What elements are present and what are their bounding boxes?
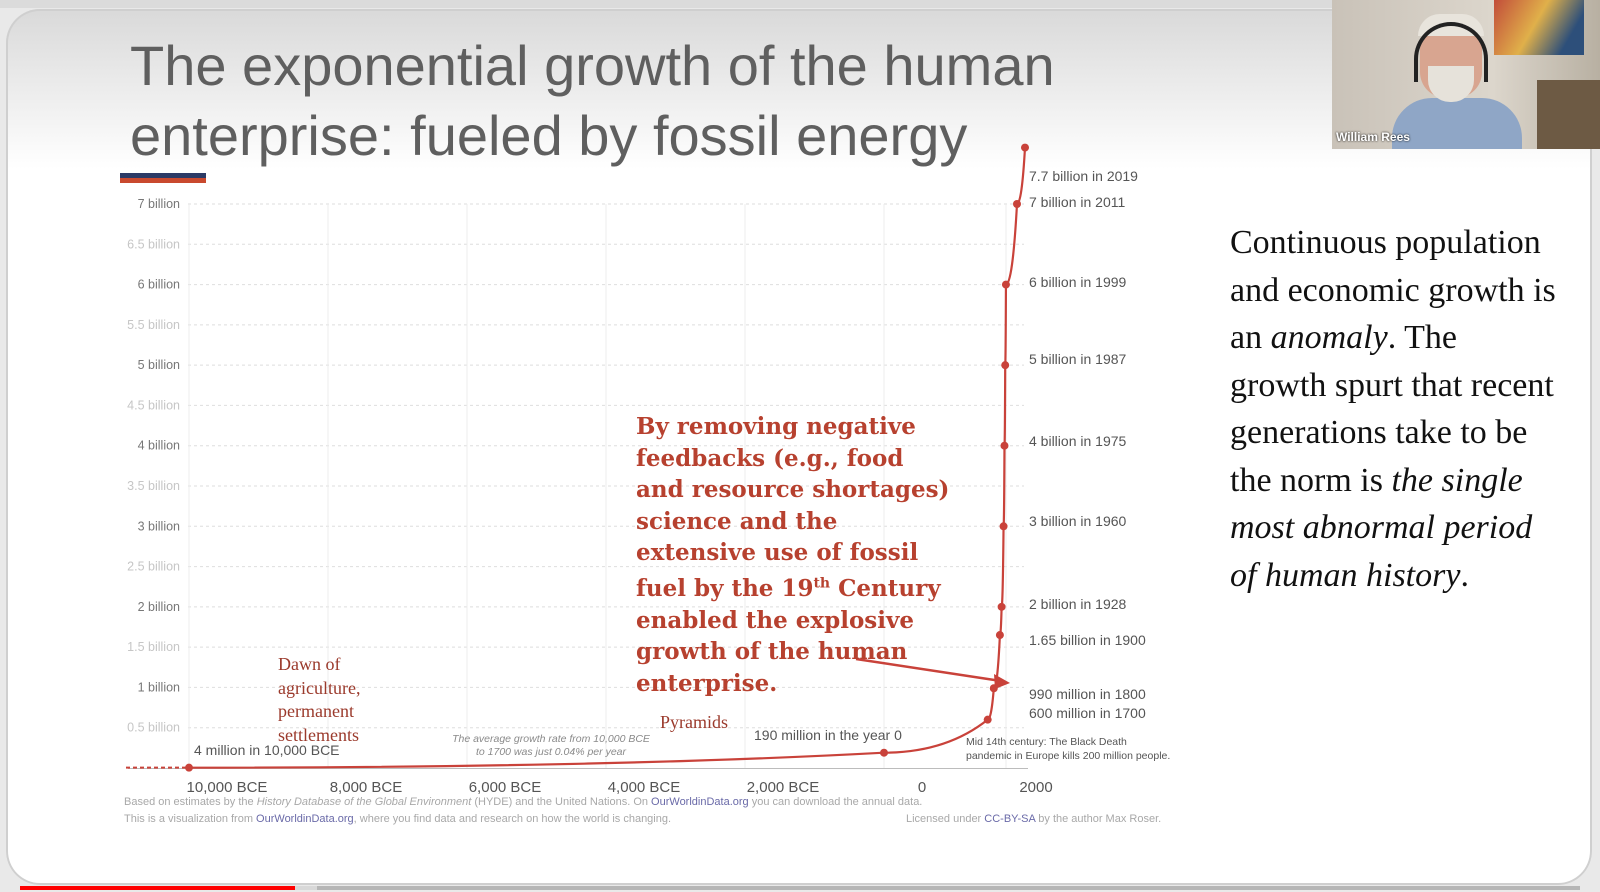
bookshelf	[1537, 80, 1600, 149]
annotation-text: By removing negative feedbacks (e.g., fo…	[636, 411, 956, 699]
y-tick-label: 2 billion	[138, 600, 180, 614]
speaker-name: William Rees	[1336, 130, 1410, 144]
footer-text: by the author Max Roser.	[1035, 813, 1162, 825]
headset-icon	[1414, 22, 1488, 82]
speaker-figure	[1392, 14, 1522, 149]
data-point	[999, 522, 1008, 531]
footer-license-line: Licensed under CC-BY-SA by the author Ma…	[906, 813, 1161, 825]
data-point	[1021, 143, 1029, 152]
data-point-label: 600 million in 1700	[1029, 705, 1146, 721]
data-point-label: 7.7 billion in 2019	[1029, 168, 1138, 184]
speaker-shirt	[1392, 98, 1522, 149]
y-tick-label: 4.5 billion	[127, 398, 180, 412]
growth-rate-note: to 1700 was just 0.04% per year	[476, 746, 627, 758]
x-tick-label: 4,000 BCE	[608, 779, 681, 796]
y-tick-label: 3.5 billion	[127, 479, 180, 493]
footer-text: This is a visualization from	[124, 813, 257, 825]
footer-visualization-line: This is a visualization from OurWorldinD…	[124, 813, 671, 825]
y-tick-label: 3 billion	[138, 519, 180, 533]
annotation-superscript: th	[813, 575, 831, 592]
side-text-part: .	[1460, 556, 1469, 594]
side-text-part: . The growth spurt that recent generatio…	[1230, 319, 1554, 499]
chart-notes: The average growth rate from 10,000 BCEt…	[452, 733, 1170, 762]
data-point	[185, 763, 193, 772]
point-labels: 4 million in 10,000 BCE 190 million in th…	[194, 168, 1146, 758]
annotation-arrow	[855, 657, 1010, 689]
population-chart: 7 billion 6.5 billion 6 billion 5.5 billion…	[126, 143, 1170, 796]
y-tick-label: 4 billion	[138, 439, 180, 453]
side-text-part: Continuous population and economic growt…	[1230, 224, 1556, 356]
chart-grid	[128, 203, 1028, 769]
data-point	[1013, 200, 1021, 208]
footer-license-link[interactable]: CC-BY-SA	[984, 813, 1036, 825]
footer-owid-link[interactable]: OurWorldinData.org	[651, 796, 749, 808]
dawn-of-agriculture-label: Dawn of agriculture, permanent settlemen…	[278, 654, 361, 745]
data-point-label: 4 million in 10,000 BCE	[194, 742, 340, 758]
title-accent-bar	[120, 173, 206, 183]
y-tick-label: 7 billion	[138, 197, 180, 211]
footer-source-line: Based on estimates by the History Databa…	[124, 796, 922, 808]
population-points	[185, 143, 1029, 772]
y-tick-label: 6 billion	[138, 278, 180, 292]
y-tick-label: 6.5 billion	[127, 237, 180, 251]
data-point-label: 3 billion in 1960	[1029, 513, 1127, 529]
side-text-italic: the single most abnormal period of human…	[1230, 461, 1533, 594]
speaker-webcam[interactable]: William Rees	[1332, 0, 1600, 149]
presentation-slide: The exponential growth of the human ente…	[6, 9, 1592, 885]
y-tick-label: 1 billion	[138, 680, 180, 694]
footer-text: , where you find data and research on ho…	[353, 813, 672, 825]
x-tick-label: 6,000 BCE	[469, 779, 542, 796]
y-tick-label: 5.5 billion	[127, 318, 180, 332]
x-tick-label: 10,000 BCE	[187, 779, 268, 796]
data-point	[1001, 280, 1010, 289]
wall-painting	[1494, 0, 1584, 55]
x-axis-ticks: 10,000 BCE 8,000 BCE 6,000 BCE 4,000 BCE 2,0…	[187, 779, 1053, 796]
data-point	[1000, 441, 1009, 450]
data-point-label: 4 billion in 1975	[1029, 433, 1127, 449]
footer-text: you can download the annual data.	[748, 796, 923, 808]
footer-text: Licensed under	[906, 813, 985, 825]
progress-buffered	[295, 886, 317, 890]
pyramids-label: Pyramids	[660, 712, 729, 732]
footer-owid-link[interactable]: OurWorldinData.org	[256, 813, 354, 825]
slide-title: The exponential growth of the human ente…	[130, 34, 1055, 167]
arrow-head	[994, 674, 1010, 689]
data-point-label: 7 billion in 2011	[1029, 194, 1125, 210]
y-axis-ticks: 7 billion 6.5 billion 6 billion 5.5 billion…	[127, 197, 180, 735]
y-tick-label: 2.5 billion	[127, 560, 180, 574]
data-point-label: 1.65 billion in 1900	[1029, 632, 1146, 648]
black-death-note: Mid 14th century: The Black Death	[966, 736, 1127, 748]
black-death-note: pandemic in Europe kills 200 million peo…	[966, 750, 1170, 762]
y-tick-label: 1.5 billion	[127, 640, 180, 654]
data-point	[983, 715, 992, 724]
data-point-label: 5 billion in 1987	[1029, 351, 1127, 367]
side-commentary: Continuous population and economic growt…	[1230, 219, 1560, 599]
data-point-label: 6 billion in 1999	[1029, 274, 1127, 290]
x-tick-label: 2,000 BCE	[747, 779, 820, 796]
y-tick-label: 5 billion	[138, 358, 180, 372]
video-top-strip	[0, 0, 1332, 8]
footer-text: Based on estimates by the	[124, 796, 257, 808]
y-tick-label: 0.5 billion	[127, 721, 180, 735]
x-tick-label: 2000	[1019, 779, 1052, 796]
x-tick-label: 8,000 BCE	[330, 779, 403, 796]
title-accent-red	[120, 178, 206, 183]
data-point-label: 190 million in the year 0	[754, 727, 902, 743]
growth-rate-note: The average growth rate from 10,000 BCE	[452, 733, 651, 745]
video-progress-bar[interactable]	[20, 886, 1580, 890]
data-point-label: 2 billion in 1928	[1029, 596, 1127, 612]
x-tick-label: 0	[918, 779, 926, 796]
data-point	[880, 748, 888, 757]
data-point-label: 990 million in 1800	[1029, 686, 1146, 702]
footer-text: (HYDE) and the United Nations. On	[471, 796, 652, 808]
progress-played[interactable]	[20, 886, 295, 890]
side-text-italic: anomaly	[1270, 319, 1388, 356]
data-point	[1001, 361, 1010, 370]
annotation-body: By removing negative feedbacks (e.g., fo…	[636, 413, 950, 697]
data-point	[995, 631, 1004, 640]
arrow-line	[855, 657, 1002, 683]
title-accent-navy	[120, 173, 206, 178]
footer-hyde-name: History Database of the Global Environme…	[256, 796, 472, 808]
data-point	[997, 602, 1006, 611]
